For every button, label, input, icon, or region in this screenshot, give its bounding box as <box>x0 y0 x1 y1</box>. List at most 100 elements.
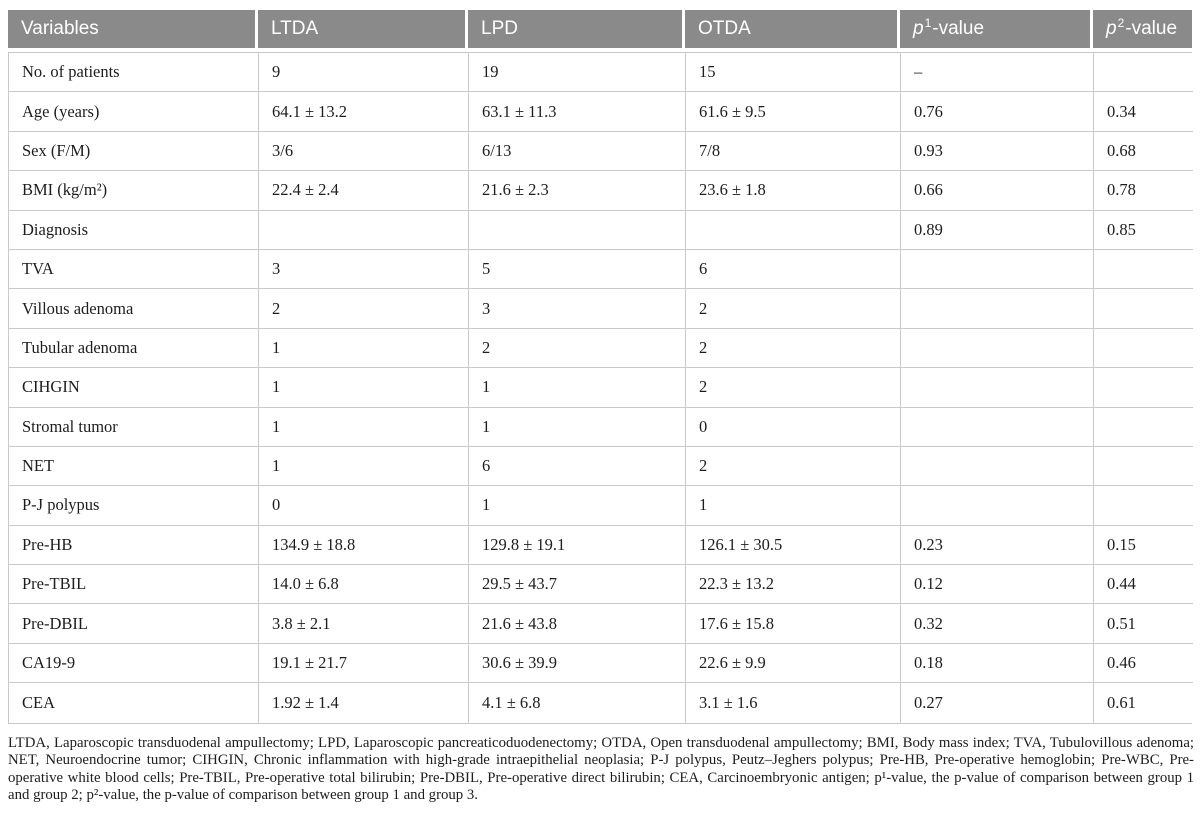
cell-p1-value <box>901 446 1094 487</box>
cell-p2-value <box>1094 446 1193 487</box>
cell-p2-value <box>1094 289 1193 329</box>
cell-lpd: 6 <box>469 446 686 487</box>
cell-variable: CA19-9 <box>9 643 259 684</box>
cell-p2-value <box>1094 368 1193 408</box>
cell-variable: CIHGIN <box>9 368 259 408</box>
cell-variable: Pre-TBIL <box>9 565 259 605</box>
cell-ltda: 14.0 ± 6.8 <box>259 565 469 605</box>
cell-p2-value: 0.44 <box>1094 565 1193 605</box>
cell-ltda: 2 <box>259 289 469 329</box>
cell-otda <box>686 210 901 250</box>
cell-p1-value: 0.18 <box>901 643 1094 684</box>
cell-lpd: 1 <box>469 368 686 408</box>
cell-otda: 15 <box>686 53 901 93</box>
cell-p2-value: 0.51 <box>1094 604 1193 644</box>
cell-ltda <box>259 210 469 250</box>
cell-otda: 0 <box>686 407 901 447</box>
cell-lpd: 3 <box>469 289 686 329</box>
cell-lpd: 63.1 ± 11.3 <box>469 92 686 132</box>
cell-variable: BMI (kg/m²) <box>9 171 259 211</box>
cell-variable: P-J polypus <box>9 486 259 526</box>
cell-lpd: 29.5 ± 43.7 <box>469 565 686 605</box>
footnote: LTDA, Laparoscopic transduodenal ampulle… <box>8 734 1194 804</box>
cell-variable: Stromal tumor <box>9 407 259 447</box>
cell-p2-value: 0.61 <box>1094 683 1193 723</box>
cell-p1-value <box>901 328 1094 369</box>
table-row: BMI (kg/m²) 22.4 ± 2.4 21.6 ± 2.3 23.6 ±… <box>9 171 1193 211</box>
table-row: Tubular adenoma 1 2 2 <box>9 328 1193 369</box>
cell-variable: Sex (F/M) <box>9 131 259 172</box>
cell-p2-value <box>1094 53 1193 93</box>
cell-p1-value: 0.76 <box>901 92 1094 132</box>
table-row: Pre-HB 134.9 ± 18.8 129.8 ± 19.1 126.1 ±… <box>9 525 1193 566</box>
cell-variable: TVA <box>9 249 259 290</box>
cell-p1-value <box>901 407 1094 447</box>
p1-symbol: p <box>913 18 924 39</box>
table-row: Villous adenoma 2 3 2 <box>9 289 1193 329</box>
comparison-table: Variables LTDA LPD OTDA p 1 -value p 2 -valu… <box>8 10 1193 724</box>
cell-ltda: 1.92 ± 1.4 <box>259 683 469 723</box>
cell-lpd: 1 <box>469 486 686 526</box>
cell-variable: Pre-HB <box>9 525 259 566</box>
table-body: No. of patients 9 19 15 – Age (years) 64… <box>8 52 1193 724</box>
page: Variables LTDA LPD OTDA p 1 -value p 2 -valu… <box>0 10 1200 825</box>
cell-variable: Diagnosis <box>9 210 259 250</box>
table-row: Sex (F/M) 3/6 6/13 7/8 0.93 0.68 <box>9 131 1193 172</box>
cell-p2-value <box>1094 407 1193 447</box>
cell-otda: 2 <box>686 328 901 369</box>
cell-otda: 7/8 <box>686 131 901 172</box>
cell-p1-value <box>901 249 1094 290</box>
cell-ltda: 0 <box>259 486 469 526</box>
header-cell-variables: Variables <box>8 10 258 48</box>
table-row: Pre-DBIL 3.8 ± 2.1 21.6 ± 43.8 17.6 ± 15… <box>9 604 1193 644</box>
cell-otda: 126.1 ± 30.5 <box>686 525 901 566</box>
table-row: P-J polypus 0 1 1 <box>9 486 1193 526</box>
table-row: Stromal tumor 1 1 0 <box>9 407 1193 447</box>
cell-ltda: 3/6 <box>259 131 469 172</box>
cell-ltda: 64.1 ± 13.2 <box>259 92 469 132</box>
table-row: Pre-TBIL 14.0 ± 6.8 29.5 ± 43.7 22.3 ± 1… <box>9 565 1193 605</box>
table-row: Age (years) 64.1 ± 13.2 63.1 ± 11.3 61.6… <box>9 92 1193 132</box>
cell-p1-value: 0.89 <box>901 210 1094 250</box>
header-cell-p2-value: p 2 -value <box>1093 10 1192 48</box>
cell-ltda: 3 <box>259 249 469 290</box>
cell-variable: No. of patients <box>9 53 259 93</box>
cell-otda: 6 <box>686 249 901 290</box>
cell-variable: Villous adenoma <box>9 289 259 329</box>
cell-otda: 2 <box>686 446 901 487</box>
header-cell-otda: OTDA <box>685 10 900 48</box>
table-row: NET 1 6 2 <box>9 446 1193 487</box>
cell-ltda: 9 <box>259 53 469 93</box>
table-row: Diagnosis 0.89 0.85 <box>9 210 1193 250</box>
cell-p2-value <box>1094 249 1193 290</box>
cell-variable: CEA <box>9 683 259 723</box>
cell-ltda: 1 <box>259 446 469 487</box>
header-label: LPD <box>481 18 518 39</box>
p2-symbol: p <box>1106 18 1117 39</box>
cell-p1-value: 0.32 <box>901 604 1094 644</box>
cell-p2-value: 0.34 <box>1094 92 1193 132</box>
header-cell-lpd: LPD <box>468 10 685 48</box>
cell-ltda: 3.8 ± 2.1 <box>259 604 469 644</box>
cell-variable: NET <box>9 446 259 487</box>
table-header-row: Variables LTDA LPD OTDA p 1 -value p 2 -valu… <box>8 10 1192 48</box>
table-row: TVA 3 5 6 <box>9 249 1193 290</box>
cell-otda: 22.6 ± 9.9 <box>686 643 901 684</box>
cell-lpd: 21.6 ± 2.3 <box>469 171 686 211</box>
cell-lpd: 6/13 <box>469 131 686 172</box>
cell-otda: 23.6 ± 1.8 <box>686 171 901 211</box>
cell-otda: 2 <box>686 289 901 329</box>
cell-p1-value: 0.12 <box>901 565 1094 605</box>
cell-p2-value: 0.68 <box>1094 131 1193 172</box>
cell-p2-value: 0.85 <box>1094 210 1193 250</box>
cell-p1-value <box>901 486 1094 526</box>
cell-p2-value <box>1094 328 1193 369</box>
cell-lpd: 4.1 ± 6.8 <box>469 683 686 723</box>
cell-lpd: 1 <box>469 407 686 447</box>
cell-p1-value <box>901 289 1094 329</box>
cell-lpd: 129.8 ± 19.1 <box>469 525 686 566</box>
header-label: LTDA <box>271 18 319 39</box>
cell-ltda: 19.1 ± 21.7 <box>259 643 469 684</box>
cell-ltda: 1 <box>259 328 469 369</box>
cell-p1-value <box>901 368 1094 408</box>
